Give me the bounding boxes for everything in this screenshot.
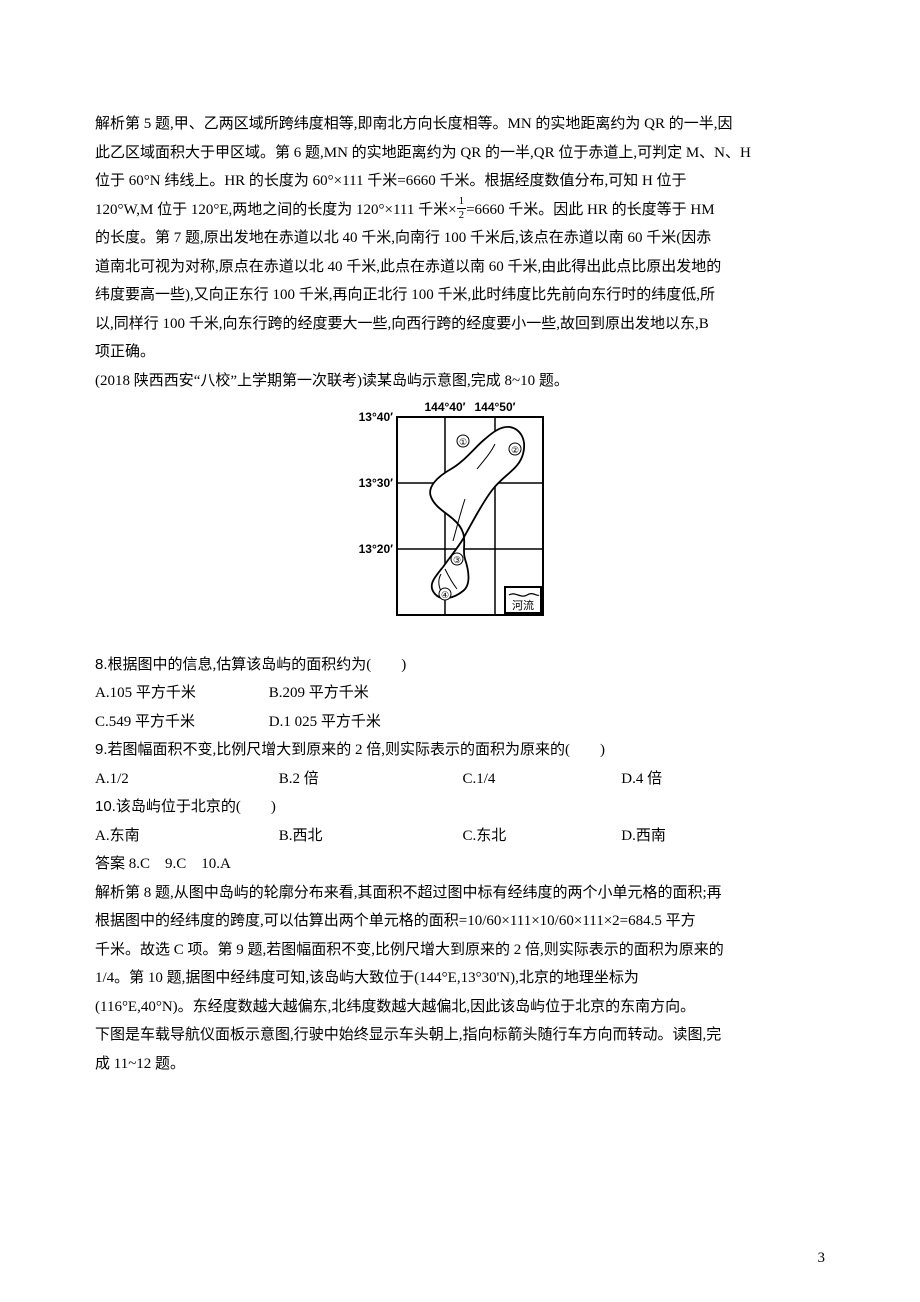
map-lon2-label: 144°50′ <box>474 400 515 414</box>
q9-number: 9. <box>95 741 108 758</box>
answers-8-10: 答案 8.C 9.C 10.A <box>95 850 825 879</box>
q10-option-d: D.西南 <box>621 822 666 851</box>
q8-number: 8. <box>95 656 108 673</box>
q10-number: 10. <box>95 798 116 815</box>
q9-option-c: C.1/4 <box>463 765 618 794</box>
analysis2-l3: 千米。故选 C 项。第 9 题,若图幅面积不变,比例尺增大到原来的 2 倍,则实… <box>95 936 825 965</box>
q9-option-a: A.1/2 <box>95 765 275 794</box>
q8-option-d: D.1 025 平方千米 <box>269 708 381 737</box>
fraction-denominator: 2 <box>457 209 467 221</box>
fraction-numerator: 1 <box>457 195 467 208</box>
page: 解析第 5 题,甲、乙两区域所跨纬度相等,即南北方向长度相等。MN 的实地距离约… <box>0 0 920 1302</box>
q10-stem: 10.该岛屿位于北京的( ) <box>95 793 825 822</box>
map-lat2-label: 13°30′ <box>359 476 393 490</box>
analysis-q5-line4b: =6660 千米。因此 HR 的长度等于 HM <box>466 202 714 218</box>
q10-option-c: C.东北 <box>463 822 618 851</box>
analysis-q5-line6: 道南北可视为对称,原点在赤道以北 40 千米,此点在赤道以南 60 千米,由此得… <box>95 253 825 282</box>
q10-options: A.东南 B.西北 C.东北 D.西南 <box>95 822 825 851</box>
map-point2-label: ② <box>511 445 519 455</box>
q10-option-a: A.东南 <box>95 822 275 851</box>
q8-stem-text: 根据图中的信息,估算该岛屿的面积约为( ) <box>108 657 407 673</box>
map-point3-label: ③ <box>453 555 461 565</box>
legend-label: 河流 <box>512 598 534 612</box>
map-lon1-label: 144°40′ <box>424 400 465 414</box>
stem-q8-10: (2018 陕西西安“八校”上学期第一次联考)读某岛屿示意图,完成 8~10 题… <box>95 367 825 396</box>
analysis2-l2: 根据图中的经纬度的跨度,可以估算出两个单元格的面积=10/60×111×10/6… <box>95 907 825 936</box>
island-map: 144°40′ 144°50′ 13°40′ 13°30′ 13°20′ ① ②… <box>95 399 825 645</box>
island-map-svg: 144°40′ 144°50′ 13°40′ 13°30′ 13°20′ ① ②… <box>345 399 575 634</box>
analysis-q5-line9: 项正确。 <box>95 338 825 367</box>
q9-option-b: B.2 倍 <box>279 765 459 794</box>
q8-option-b: B.209 平方千米 <box>269 679 369 708</box>
analysis-q5-line3: 位于 60°N 纬线上。HR 的长度为 60°×111 千米=6660 千米。根… <box>95 167 825 196</box>
q8-option-c: C.549 平方千米 <box>95 708 265 737</box>
stem-q11-12-l2: 成 11~12 题。 <box>95 1050 825 1079</box>
analysis-q5-line2: 此乙区域面积大于甲区域。第 6 题,MN 的实地距离约为 QR 的一半,QR 位… <box>95 139 825 168</box>
analysis-q5-line5: 的长度。第 7 题,原出发地在赤道以北 40 千米,向南行 100 千米后,该点… <box>95 224 825 253</box>
q8-option-a: A.105 平方千米 <box>95 679 265 708</box>
q10-stem-text: 该岛屿位于北京的( ) <box>116 799 276 815</box>
analysis-q5-line7: 纬度要高一些),又向正东行 100 千米,再向正北行 100 千米,此时纬度比先… <box>95 281 825 310</box>
q8-options-row2: C.549 平方千米 D.1 025 平方千米 <box>95 708 825 737</box>
q8-stem: 8.根据图中的信息,估算该岛屿的面积约为( ) <box>95 651 825 680</box>
q9-stem-text: 若图幅面积不变,比例尺增大到原来的 2 倍,则实际表示的面积为原来的( ) <box>108 742 606 758</box>
analysis2-l5: (116°E,40°N)。东经度数越大越偏东,北纬度数越大越偏北,因此该岛屿位于… <box>95 993 825 1022</box>
analysis2-l1: 解析第 8 题,从图中岛屿的轮廓分布来看,其面积不超过图中标有经纬度的两个小单元… <box>95 879 825 908</box>
stem-q11-12-l1: 下图是车载导航仪面板示意图,行驶中始终显示车头朝上,指向标箭头随行车方向而转动。… <box>95 1021 825 1050</box>
map-point4-label: ④ <box>441 590 449 600</box>
q9-options: A.1/2 B.2 倍 C.1/4 D.4 倍 <box>95 765 825 794</box>
fraction-half: 12 <box>457 195 467 220</box>
q9-option-d: D.4 倍 <box>621 765 662 794</box>
q8-options-row1: A.105 平方千米 B.209 平方千米 <box>95 679 825 708</box>
map-lat3-label: 13°20′ <box>359 542 393 556</box>
map-lat1-label: 13°40′ <box>359 410 393 424</box>
analysis-q5-line4a: 120°W,M 位于 120°E,两地之间的长度为 120°×111 千米× <box>95 202 457 218</box>
q9-stem: 9.若图幅面积不变,比例尺增大到原来的 2 倍,则实际表示的面积为原来的( ) <box>95 736 825 765</box>
analysis2-l4: 1/4。第 10 题,据图中经纬度可知,该岛屿大致位于(144°E,13°30'… <box>95 964 825 993</box>
q10-option-b: B.西北 <box>279 822 459 851</box>
analysis-q5-line1: 解析第 5 题,甲、乙两区域所跨纬度相等,即南北方向长度相等。MN 的实地距离约… <box>95 110 825 139</box>
page-number: 3 <box>818 1244 826 1273</box>
analysis-q5-line4: 120°W,M 位于 120°E,两地之间的长度为 120°×111 千米×12… <box>95 196 825 225</box>
map-point1-label: ① <box>459 437 467 447</box>
analysis-q5-line8: 以,同样行 100 千米,向东行跨的经度要大一些,向西行跨的经度要小一些,故回到… <box>95 310 825 339</box>
